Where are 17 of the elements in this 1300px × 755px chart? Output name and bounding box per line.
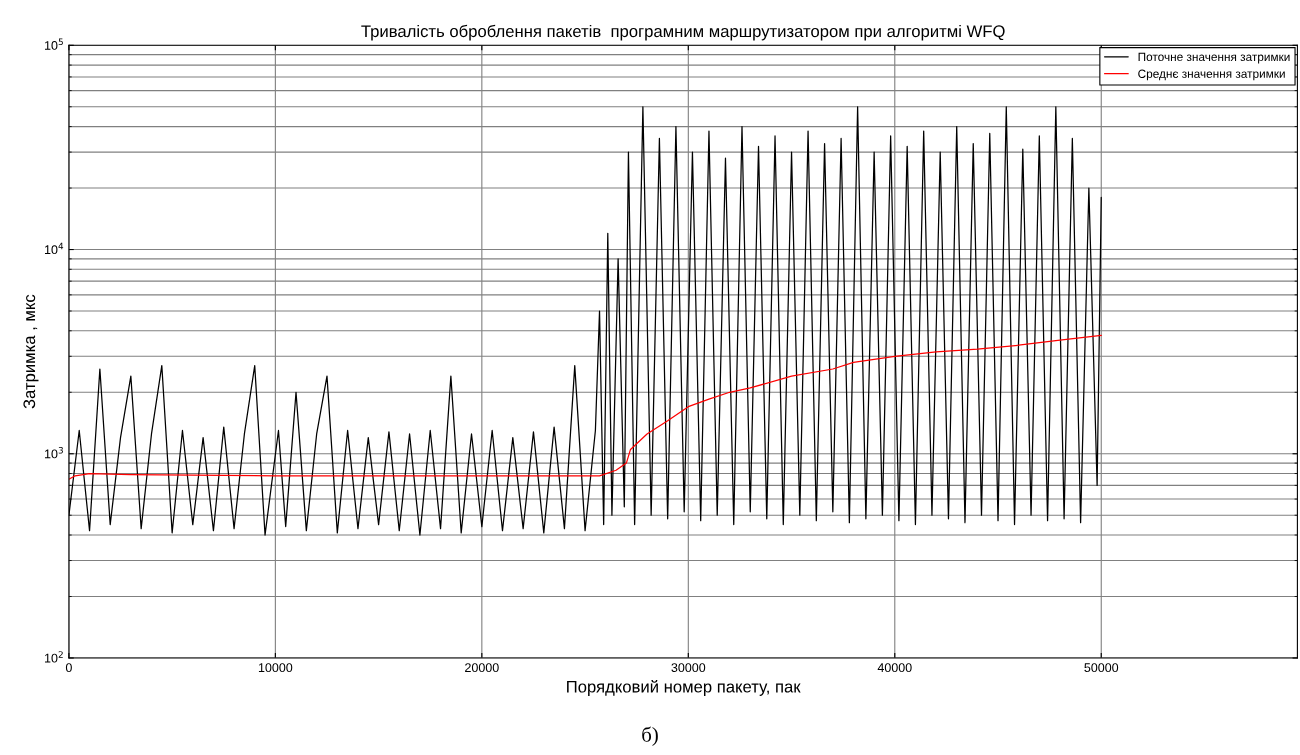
y-axis-title: Затримка , мкс (23, 294, 39, 409)
y-tick-label: 10$^{2}$ (44, 651, 63, 663)
x-tick-label: 0 (65, 663, 72, 673)
legend-label: Среднє значення затримки (1138, 69, 1285, 81)
text: б) (642, 726, 658, 746)
x-tick-label: 30000 (671, 663, 706, 673)
y-tick-label: 10$^{4}$ (44, 242, 64, 255)
x-tick-label: 10000 (258, 663, 293, 673)
legend-label: Поточне значення затримки (1138, 52, 1290, 64)
line-series (68, 334, 1102, 480)
x-axis-title: Порядковий номер пакету, пак (567, 680, 801, 696)
x-tick-label: 40000 (877, 663, 912, 673)
x-tick-label: 20000 (465, 663, 499, 673)
x-tick-label: 50000 (1084, 663, 1119, 673)
chart-title: Тривалість оброблення пакетів програмним маршрутизатором при алгоритмі WFQ (361, 24, 1005, 41)
y-tick-label: 10$^{3}$ (44, 446, 63, 459)
y-tick-label: 10$^{5}$ (44, 38, 63, 50)
